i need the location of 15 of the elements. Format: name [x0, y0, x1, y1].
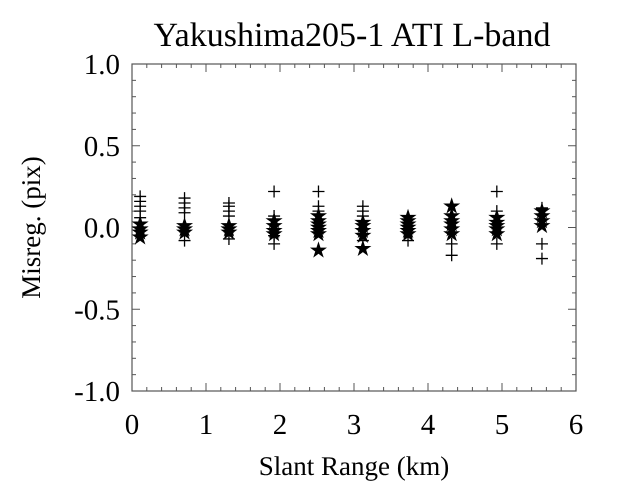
x-tick-label: 6	[568, 409, 584, 441]
x-tick-label: 5	[494, 409, 510, 441]
y-tick-label: 0.5	[84, 130, 120, 163]
y-tick-label: -0.5	[74, 294, 120, 326]
x-tick-label: 1	[198, 409, 214, 441]
y-tick-label: 0.0	[84, 212, 120, 244]
x-tick-label: 2	[272, 409, 288, 441]
chart-title: Yakushima205-1 ATI L-band	[154, 17, 550, 54]
x-tick-label: 3	[346, 409, 362, 441]
x-tick-label: 4	[420, 409, 436, 441]
x-axis-title: Slant Range (km)	[258, 451, 450, 481]
x-tick-label: 0	[124, 409, 140, 441]
y-tick-label: 1.0	[84, 49, 120, 81]
y-tick-label: -1.0	[74, 376, 120, 408]
y-axis-title: Misreg. (pix)	[16, 156, 46, 299]
